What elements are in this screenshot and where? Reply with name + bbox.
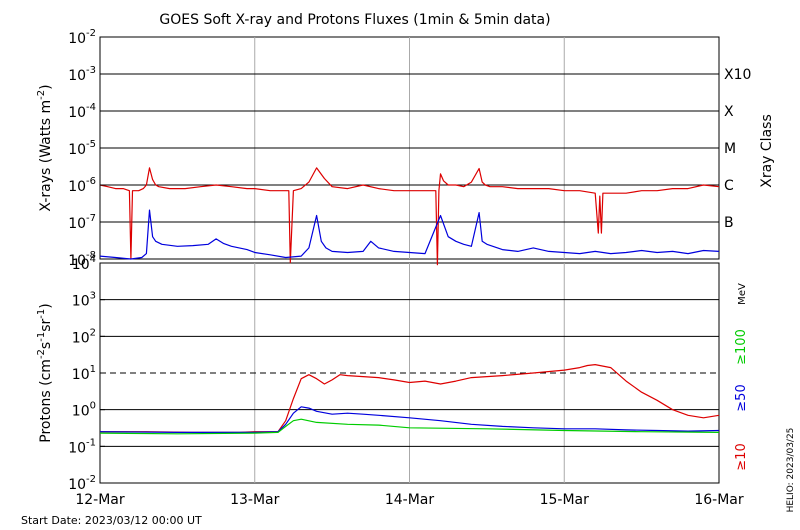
xray-y-tick-label: 10-3: [68, 65, 96, 84]
proton-ge100-label: ≥100: [734, 329, 749, 365]
xray-class-labels: X10 X M C B: [724, 67, 751, 231]
tick-base: 10: [68, 179, 86, 195]
tick-exponent: 3: [90, 291, 96, 302]
x-tick-label: 12-Mar: [75, 492, 125, 508]
proton-y-tick-label: 102: [72, 327, 96, 346]
xray-y-axis-label: X-rays (Watts m-2): [36, 84, 54, 211]
tick-base: 10: [72, 257, 90, 273]
tick-exponent: -7: [86, 213, 96, 224]
xray-class-label: C: [724, 178, 734, 194]
x-tick-label: 16-Mar: [694, 492, 744, 508]
xray-series-line: [99, 209, 720, 260]
tick-exponent: -5: [86, 139, 96, 150]
proton-y-label-main: Protons (cm: [38, 359, 54, 443]
proton-y-tick-label: 101: [72, 364, 96, 383]
xray-class-axis-title: Xray Class: [759, 114, 775, 188]
tick-base: 10: [68, 477, 86, 493]
tick-base: 10: [72, 294, 90, 310]
proton-y-tick-label: 10-1: [68, 437, 96, 456]
xray-class-label: M: [724, 141, 736, 157]
xray-gridlines: [100, 37, 719, 259]
tick-exponent: -6: [86, 176, 96, 187]
proton-y-axis-label: Protons (cm-2s-1sr-1): [36, 303, 54, 442]
proton-y-label-sup1: -2: [36, 349, 47, 359]
proton-ge10-label: ≥10: [734, 443, 749, 470]
tick-exponent: 0: [90, 401, 96, 412]
xray-class-label: B: [724, 215, 734, 231]
proton-series-line: [99, 418, 720, 435]
proton-series-layer: [99, 364, 720, 435]
xray-class-label: X: [724, 104, 734, 120]
chart-title: GOES Soft X-ray and Protons Fluxes (1min…: [159, 12, 550, 28]
proton-ge50-label: ≥50: [734, 384, 749, 411]
xray-y-tick-label: 10-4: [68, 102, 96, 121]
xray-y-label-sup: -2: [36, 90, 47, 100]
tick-exponent: 2: [90, 327, 96, 338]
tick-exponent: 1: [90, 364, 96, 375]
tick-exponent: -2: [86, 28, 96, 39]
tick-base: 10: [72, 367, 90, 383]
tick-base: 10: [68, 142, 86, 158]
tick-exponent: -3: [86, 65, 96, 76]
x-axis-ticks: 12-Mar 13-Mar 14-Mar 15-Mar 16-Mar: [75, 492, 744, 508]
xray-y-label-close: ): [38, 84, 54, 89]
xray-y-tick-label: 10-6: [68, 176, 96, 195]
tick-exponent: 4: [90, 254, 96, 265]
tick-exponent: -8: [86, 250, 96, 261]
tick-exponent: -1: [86, 437, 96, 448]
tick-base: 10: [68, 253, 86, 269]
proton-y-tick-label: 104: [72, 254, 96, 273]
proton-y-label-close: ): [38, 303, 54, 308]
proton-y-label-s: s: [38, 342, 54, 349]
start-date-label: Start Date: 2023/03/12 00:00 UT: [21, 514, 202, 527]
xray-y-tick-label: 10-7: [68, 213, 96, 232]
x-tick-label: 13-Mar: [230, 492, 280, 508]
tick-base: 10: [68, 105, 86, 121]
xray-y-ticks: 10-210-310-410-510-610-710-8: [68, 28, 105, 269]
x-tick-label: 14-Mar: [385, 492, 435, 508]
xray-y-label-main: X-rays (Watts m: [38, 100, 54, 212]
helio-date-stamp: HELIO: 2023/03/25: [786, 428, 796, 513]
proton-series-line: [100, 364, 720, 433]
xray-y-tick-label: 10-5: [68, 139, 96, 158]
proton-y-label-sr: sr: [38, 318, 54, 331]
proton-mev-label: MeV: [737, 283, 748, 305]
proton-gridlines: [100, 263, 719, 483]
proton-y-tick-label: 100: [72, 401, 96, 420]
tick-base: 10: [72, 330, 90, 346]
proton-y-tick-label: 103: [72, 291, 96, 310]
proton-y-label-sup2: -1: [36, 332, 47, 342]
xray-class-label: X10: [724, 67, 751, 83]
tick-base: 10: [72, 404, 90, 420]
tick-base: 10: [68, 31, 86, 47]
tick-base: 10: [68, 216, 86, 232]
tick-base: 10: [68, 68, 86, 84]
tick-base: 10: [68, 440, 86, 456]
tick-exponent: -2: [86, 474, 96, 485]
xray-series-layer: [99, 167, 720, 266]
proton-series-line: [99, 406, 720, 433]
x-tick-label: 15-Mar: [540, 492, 590, 508]
proton-y-label-sup3: -1: [36, 309, 47, 319]
xray-y-tick-label: 10-8: [68, 250, 96, 269]
xray-y-tick-label: 10-2: [68, 28, 96, 47]
tick-exponent: -4: [86, 102, 96, 113]
proton-y-tick-label: 10-2: [68, 474, 96, 493]
xray-series-line: [99, 167, 720, 266]
